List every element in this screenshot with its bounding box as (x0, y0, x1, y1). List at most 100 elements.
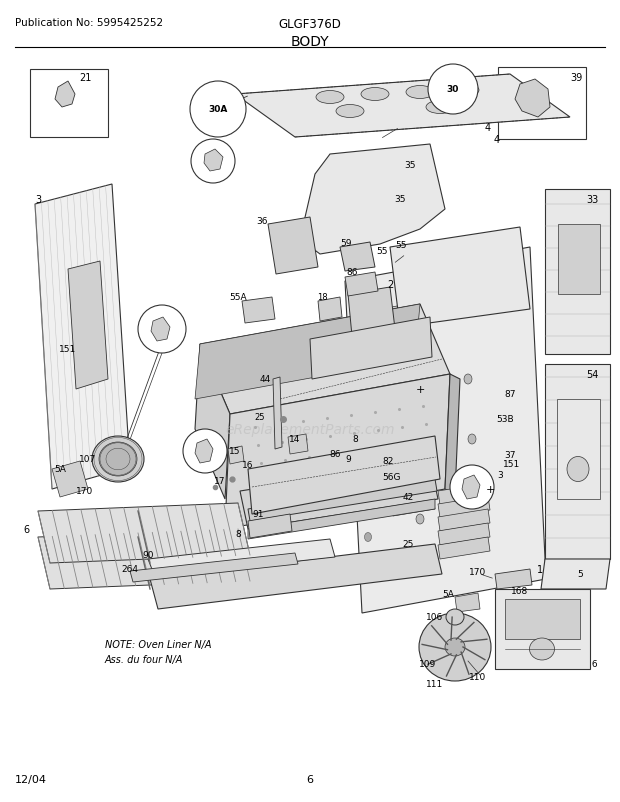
Ellipse shape (406, 87, 434, 99)
Text: Ass. du four N/A: Ass. du four N/A (105, 654, 184, 664)
Text: BODY: BODY (291, 35, 329, 49)
Text: 43: 43 (466, 483, 478, 492)
Polygon shape (495, 569, 532, 589)
Circle shape (190, 82, 246, 138)
Polygon shape (558, 225, 600, 294)
Polygon shape (348, 288, 395, 337)
Text: 90: 90 (142, 551, 154, 560)
Text: 6: 6 (306, 774, 314, 784)
Polygon shape (495, 589, 590, 669)
Text: 53B: 53B (496, 415, 514, 424)
Polygon shape (38, 504, 250, 563)
Polygon shape (200, 305, 450, 415)
Polygon shape (505, 599, 580, 639)
Ellipse shape (365, 405, 371, 414)
Ellipse shape (426, 101, 454, 115)
Polygon shape (541, 559, 610, 589)
Polygon shape (235, 75, 570, 138)
Text: 110: 110 (469, 673, 487, 682)
Polygon shape (52, 461, 88, 497)
Ellipse shape (336, 105, 364, 119)
Ellipse shape (446, 610, 464, 626)
Text: 106: 106 (427, 613, 444, 622)
Text: 3: 3 (35, 195, 41, 205)
Polygon shape (438, 496, 490, 518)
Ellipse shape (365, 373, 371, 382)
Polygon shape (268, 217, 318, 274)
Text: 17: 17 (215, 477, 226, 486)
Text: 33: 33 (586, 195, 598, 205)
Polygon shape (300, 145, 445, 255)
Text: 16: 16 (242, 461, 254, 470)
Ellipse shape (451, 84, 479, 97)
Text: T24V0026: T24V0026 (552, 659, 598, 668)
Polygon shape (385, 362, 440, 418)
Text: 86: 86 (346, 268, 358, 277)
Ellipse shape (316, 91, 344, 104)
Polygon shape (438, 524, 490, 545)
Polygon shape (288, 435, 308, 455)
Ellipse shape (365, 469, 371, 478)
Polygon shape (318, 298, 342, 322)
Ellipse shape (451, 310, 459, 320)
Polygon shape (150, 545, 442, 610)
Text: 82: 82 (383, 457, 394, 466)
Polygon shape (242, 298, 275, 323)
Text: NOTE: Oven Liner N/A: NOTE: Oven Liner N/A (105, 639, 211, 649)
Ellipse shape (445, 638, 465, 656)
Polygon shape (310, 318, 432, 379)
Text: 42: 42 (402, 493, 414, 502)
Text: 21: 21 (79, 73, 91, 83)
Text: 4: 4 (494, 135, 500, 145)
Text: 12: 12 (156, 325, 168, 334)
Polygon shape (438, 537, 490, 559)
Polygon shape (545, 190, 610, 354)
Polygon shape (345, 273, 378, 297)
Text: 111: 111 (427, 679, 444, 689)
Polygon shape (68, 261, 108, 390)
Polygon shape (390, 422, 440, 468)
Polygon shape (390, 228, 530, 327)
Polygon shape (195, 439, 213, 464)
Text: 8: 8 (235, 530, 241, 539)
Text: 91: 91 (252, 510, 264, 519)
Text: 168: 168 (512, 587, 529, 596)
Polygon shape (38, 529, 250, 589)
Ellipse shape (361, 88, 389, 101)
Ellipse shape (567, 457, 589, 482)
Text: 5A: 5A (54, 465, 66, 474)
Text: 4: 4 (485, 123, 491, 133)
Polygon shape (240, 461, 438, 529)
Ellipse shape (464, 375, 472, 384)
FancyBboxPatch shape (30, 70, 108, 138)
Text: 14: 14 (290, 435, 301, 444)
Polygon shape (248, 500, 435, 539)
Text: 87: 87 (504, 390, 516, 399)
Text: 49: 49 (207, 157, 219, 166)
Ellipse shape (365, 501, 371, 510)
Text: +: + (415, 384, 425, 395)
Ellipse shape (419, 614, 491, 681)
Text: GLGF376D: GLGF376D (278, 18, 342, 31)
Polygon shape (195, 345, 230, 500)
Ellipse shape (529, 638, 554, 660)
Polygon shape (225, 375, 450, 529)
Text: 2: 2 (387, 280, 393, 290)
Polygon shape (388, 480, 435, 516)
Polygon shape (35, 184, 130, 489)
Text: 86: 86 (329, 450, 341, 459)
Ellipse shape (365, 437, 371, 446)
Polygon shape (438, 484, 490, 505)
Polygon shape (130, 553, 298, 582)
Text: 18: 18 (317, 294, 327, 302)
Text: 5: 5 (577, 569, 583, 579)
Text: 264: 264 (122, 565, 138, 573)
Ellipse shape (468, 435, 476, 444)
Text: 55A: 55A (229, 294, 247, 302)
Ellipse shape (365, 341, 371, 350)
Text: 170: 170 (469, 568, 487, 577)
Text: 35: 35 (404, 160, 416, 169)
Circle shape (191, 140, 235, 184)
Ellipse shape (365, 533, 371, 542)
Text: 54: 54 (586, 370, 598, 379)
